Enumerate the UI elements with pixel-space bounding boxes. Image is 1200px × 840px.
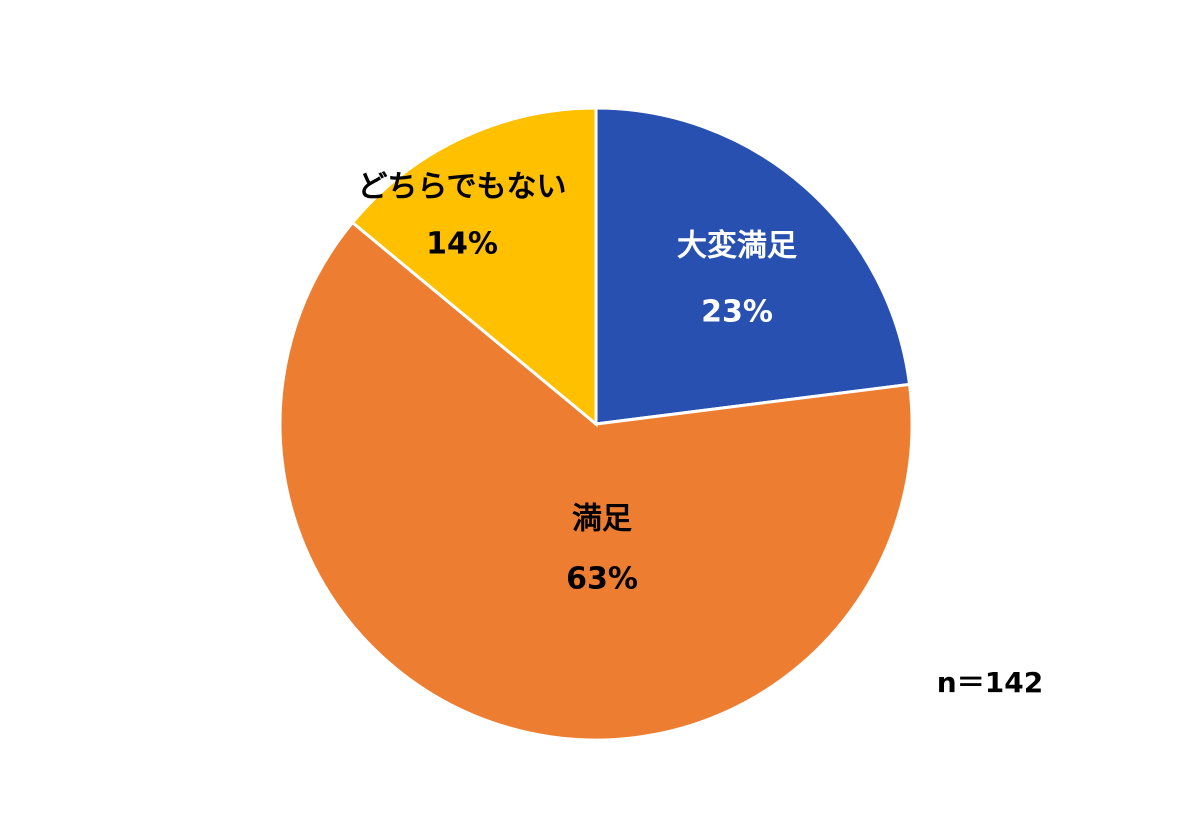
slice-category-label: どちらでもない [357,170,566,205]
slice-value-label: 14% [426,227,498,262]
slice-category-label: 大変満足 [677,229,797,264]
slice-value-label: 23% [701,295,773,330]
pie-slice [278,220,914,742]
slice-category-label: 満足 [572,502,632,537]
pie-slice [350,106,598,428]
pie-slice [594,106,912,426]
slice-value-label: 63% [566,562,638,597]
sample-size-note: n＝142 [937,666,1043,699]
